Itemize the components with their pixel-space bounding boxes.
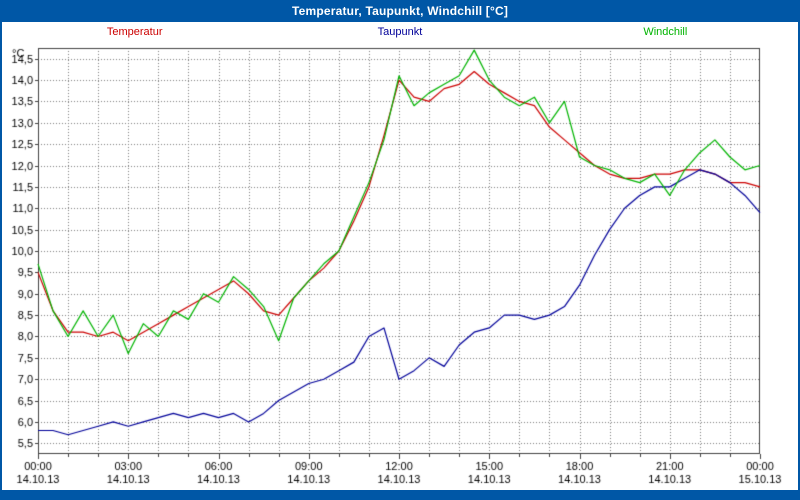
chart-canvas <box>2 42 798 490</box>
window-title: Temperatur, Taupunkt, Windchill [°C] <box>291 4 509 18</box>
chart-area: Temperatur Taupunkt Windchill <box>2 22 798 490</box>
legend-item-windchill: Windchill <box>643 26 688 38</box>
titlebar: Temperatur, Taupunkt, Windchill [°C] <box>2 0 798 22</box>
legend-item-temperatur: Temperatur <box>106 26 163 38</box>
legend-item-taupunkt: Taupunkt <box>377 26 423 38</box>
legend: Temperatur Taupunkt Windchill <box>2 22 798 42</box>
footer-strip <box>2 490 798 500</box>
